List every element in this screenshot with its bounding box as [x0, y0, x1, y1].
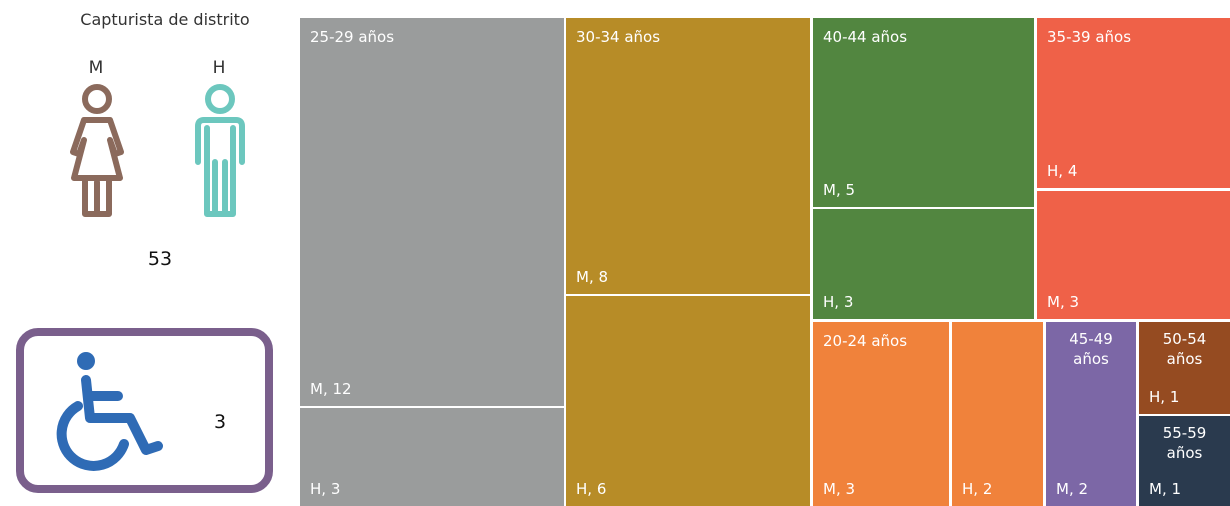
- disability-box: 3: [16, 328, 273, 493]
- treemap-cell: [1139, 416, 1230, 506]
- total-count: 53: [147, 248, 173, 270]
- wheelchair-icon: [56, 352, 163, 471]
- treemap-group-label: 55-59: [1163, 424, 1207, 442]
- male-label: H: [212, 58, 226, 78]
- treemap-value-label: M, 5: [823, 181, 855, 199]
- woman-icon: [70, 84, 124, 217]
- treemap-group-label: años: [1167, 350, 1203, 368]
- treemap-cell: [1046, 322, 1136, 506]
- treemap-value-label: M, 8: [576, 268, 608, 286]
- treemap-value-label: M, 2: [1056, 480, 1088, 498]
- treemap-group-label: 40-44 años: [823, 28, 907, 46]
- treemap-value-label: H, 2: [962, 480, 992, 498]
- female-label: M: [88, 58, 104, 78]
- treemap-cell: [813, 209, 1034, 319]
- treemap-cell: [952, 322, 1043, 506]
- treemap-cell: [813, 18, 1034, 207]
- treemap-value-label: M, 3: [823, 480, 855, 498]
- treemap-value-label: H, 6: [576, 480, 606, 498]
- disability-count: 3: [214, 411, 227, 433]
- treemap-group-label: 30-34 años: [576, 28, 660, 46]
- treemap-value-label: H, 3: [823, 293, 853, 311]
- man-icon: [195, 84, 245, 217]
- treemap-group-label: años: [1073, 350, 1109, 368]
- treemap-group-label: 45-49: [1069, 330, 1113, 348]
- treemap-group-label: 50-54: [1163, 330, 1207, 348]
- treemap-group-label: 25-29 años: [310, 28, 394, 46]
- treemap-cell: [813, 322, 949, 506]
- treemap-cell: [566, 296, 810, 506]
- panel-title: Capturista de distrito: [80, 10, 250, 29]
- treemap-cell: [300, 408, 564, 506]
- treemap-cell: [1139, 322, 1230, 414]
- treemap-cell: [566, 18, 810, 294]
- treemap-group-label: años: [1167, 444, 1203, 462]
- treemap-value-label: M, 1: [1149, 480, 1181, 498]
- treemap-value-label: M, 12: [310, 380, 352, 398]
- treemap-value-label: H, 4: [1047, 162, 1077, 180]
- treemap-value-label: H, 1: [1149, 388, 1179, 406]
- treemap-value-label: M, 3: [1047, 293, 1079, 311]
- treemap-cell: [1037, 191, 1230, 319]
- treemap-cell: [300, 18, 564, 406]
- age-treemap: 25-29 años M, 12 H, 3 30-34 años M, 8 H, 6 40-…: [300, 18, 1230, 506]
- treemap-group-label: 20-24 años: [823, 332, 907, 350]
- treemap-value-label: H, 3: [310, 480, 340, 498]
- treemap-cell: [1037, 18, 1230, 188]
- treemap-group-label: 35-39 años: [1047, 28, 1131, 46]
